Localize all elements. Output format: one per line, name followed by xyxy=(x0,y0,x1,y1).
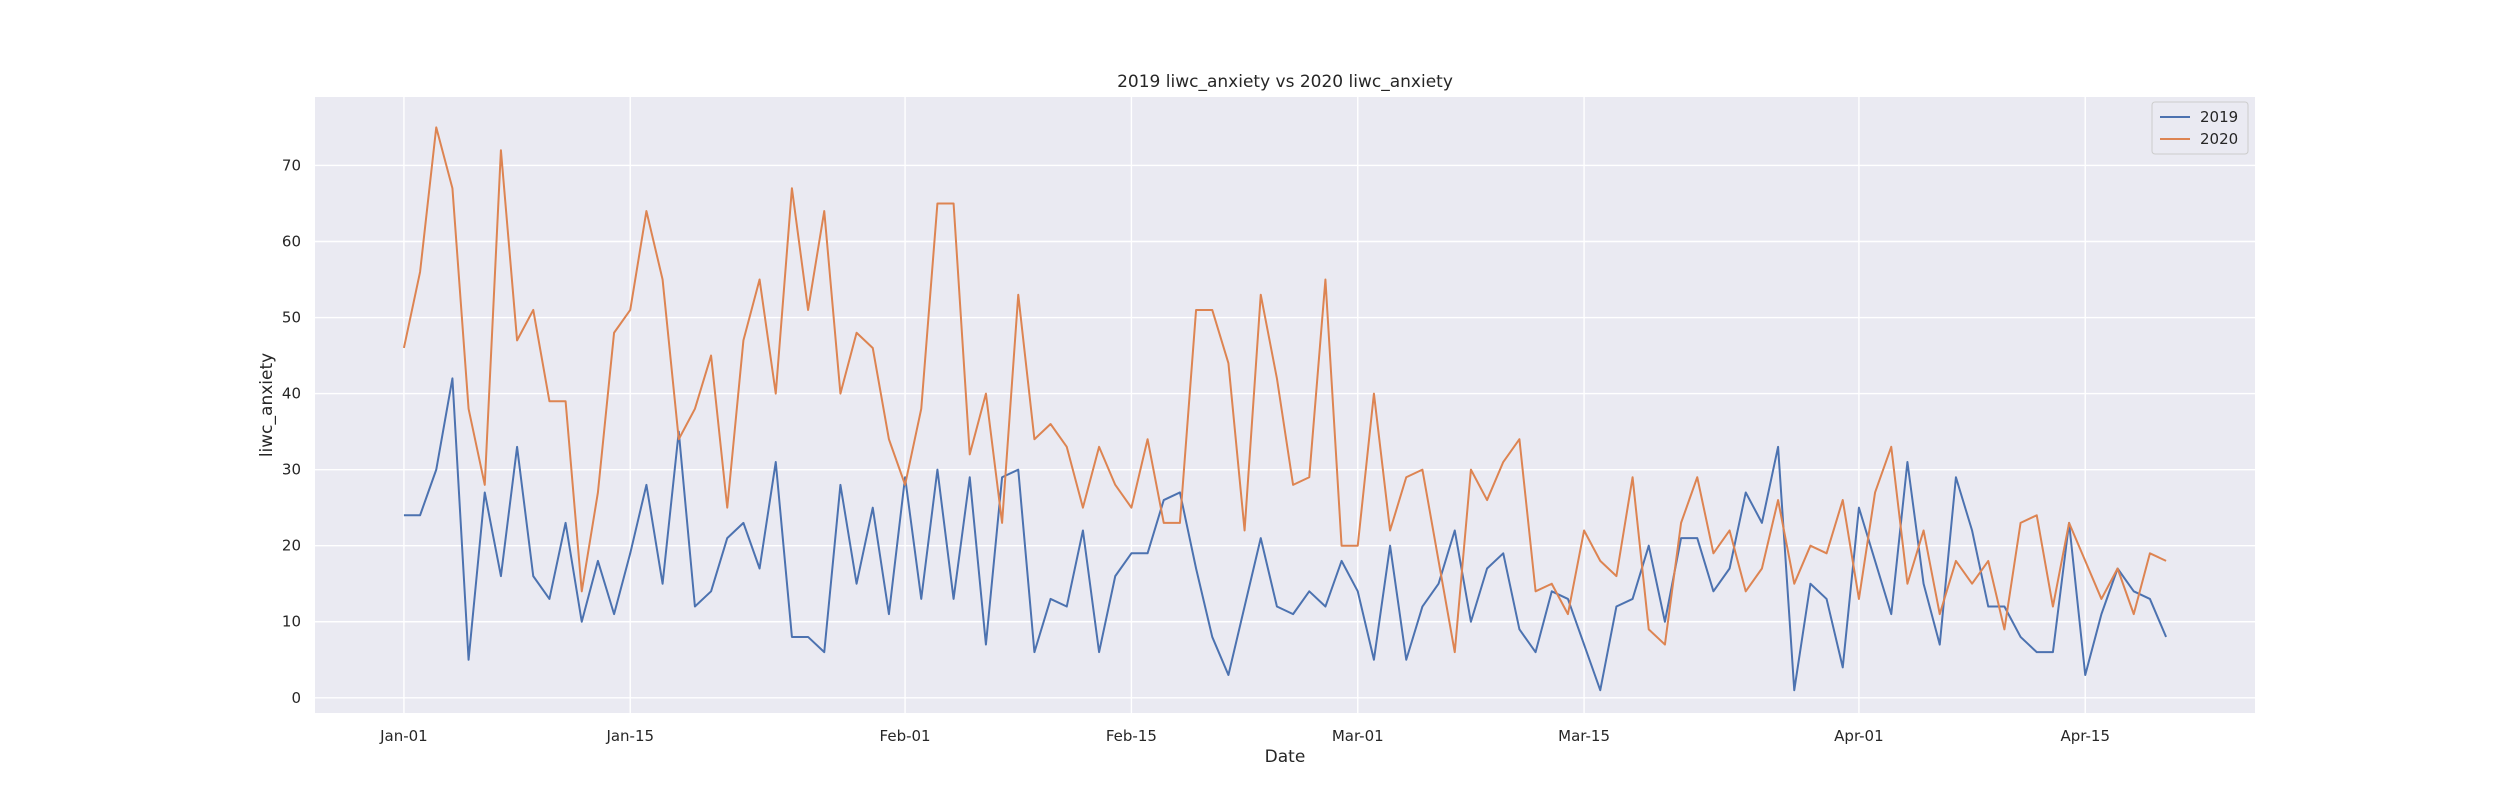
series-line-2020 xyxy=(402,126,2167,654)
y-tick-label: 70 xyxy=(282,156,301,174)
x-tick-label: Mar-15 xyxy=(1558,727,1610,745)
x-tick-label: Jan-15 xyxy=(605,727,654,745)
x-ticks: Jan-01 Jan-15 Feb-01 Feb-15 Mar-01 Mar-15 Apr-… xyxy=(379,727,2110,745)
legend: 2019 2020 xyxy=(2151,101,2249,155)
y-axis-label: liwc_anxiety xyxy=(257,353,277,457)
grid xyxy=(315,97,2255,713)
x-tick-label: Feb-01 xyxy=(880,727,931,745)
x-tick-label: Apr-15 xyxy=(2061,727,2111,745)
legend-label-2020: 2020 xyxy=(2200,130,2238,148)
x-tick-label: Mar-01 xyxy=(1332,727,1384,745)
y-tick-label: 0 xyxy=(291,689,301,707)
y-tick-label: 30 xyxy=(282,461,301,479)
legend-box xyxy=(2151,101,2249,155)
x-axis-label: Date xyxy=(1265,747,1306,767)
y-tick-label: 20 xyxy=(282,537,301,555)
legend-label-2019: 2019 xyxy=(2200,108,2238,126)
chart-title: 2019 liwc_anxiety vs 2020 liwc_anxiety xyxy=(1117,72,1453,92)
y-tick-label: 50 xyxy=(282,309,301,327)
x-tick-label: Apr-01 xyxy=(1834,727,1884,745)
x-tick-label: Feb-15 xyxy=(1106,727,1157,745)
y-tick-label: 10 xyxy=(282,613,301,631)
series-layer xyxy=(402,126,2168,692)
y-tick-label: 60 xyxy=(282,232,301,250)
y-tick-label: 40 xyxy=(282,385,301,403)
series-line-2019 xyxy=(403,377,2168,692)
y-ticks: 0 10 20 30 40 50 60 70 xyxy=(282,156,301,706)
x-tick-label: Jan-01 xyxy=(379,727,428,745)
